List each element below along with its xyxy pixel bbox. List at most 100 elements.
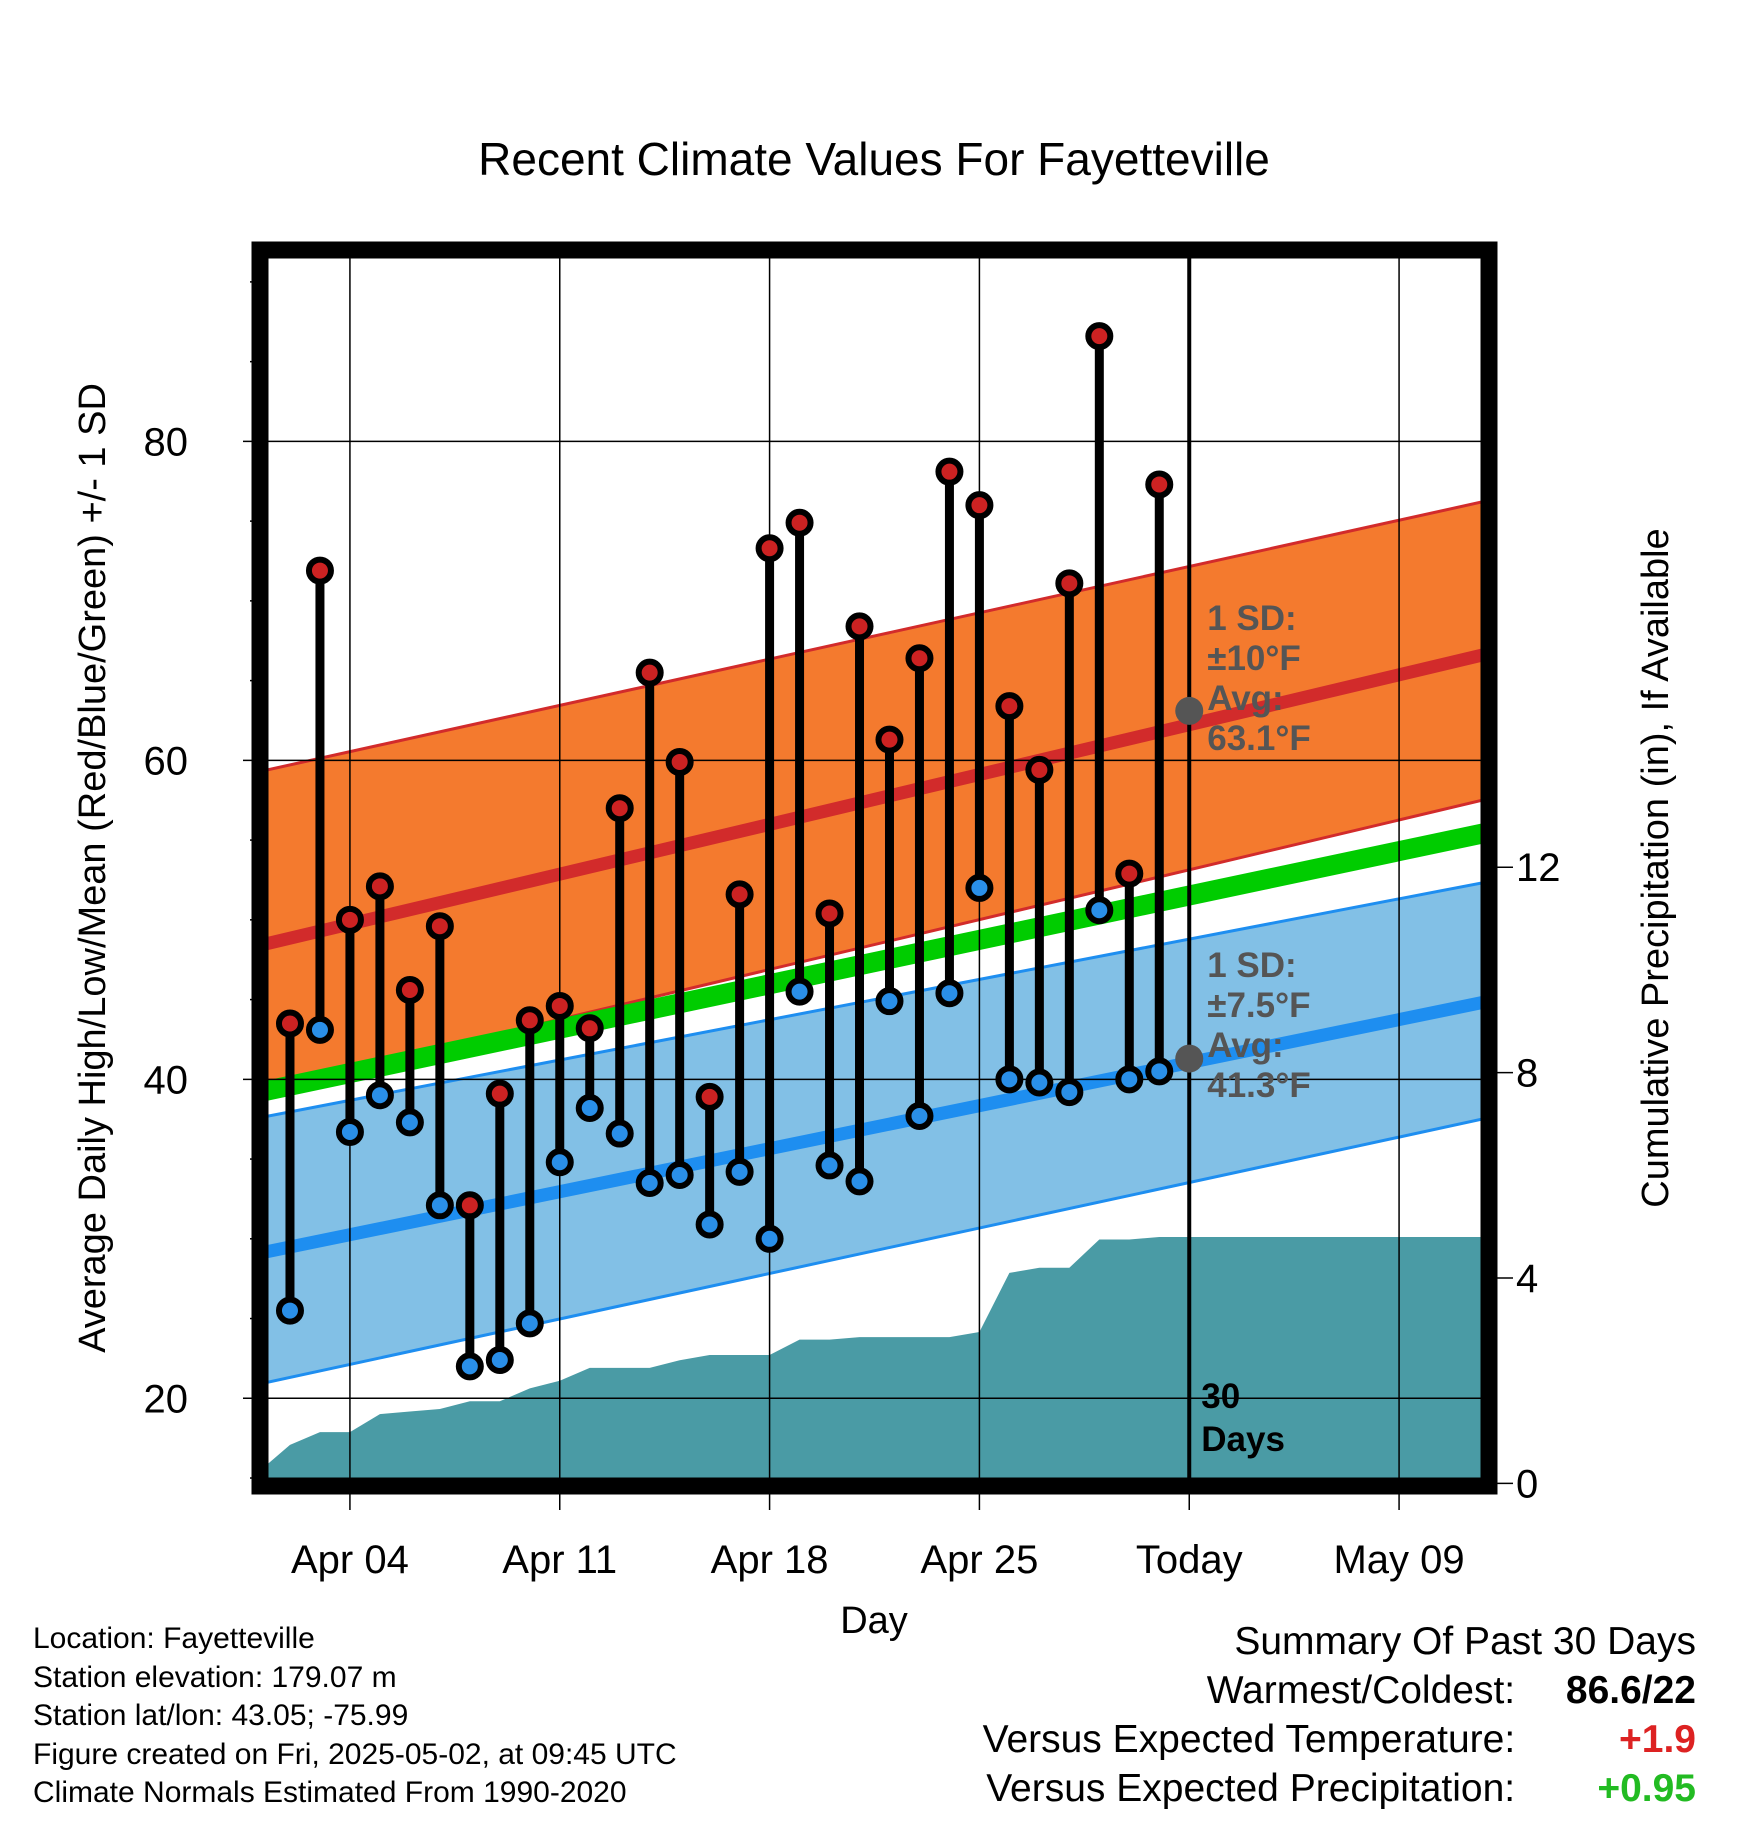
daily-high-point [905,644,934,673]
y2-tick-label: 12 [1516,846,1561,890]
daily-high-point [545,991,574,1020]
daily-low-point [455,1352,484,1381]
normal-mean-line [260,822,1489,1102]
low-annotation-line-1: 1 SD: [1207,946,1296,985]
daily-low-point [725,1157,754,1186]
daily-low-point [575,1094,604,1123]
warmest-label: Warmest/Coldest: [1206,1669,1516,1712]
daily-high-point [965,491,994,520]
summary-warmest-row: Warmest/Coldest: 86.6/22 [983,1669,1696,1718]
low-band-upper-edge [260,880,1489,1120]
y2-tick-label: 0 [1516,1462,1538,1506]
daily-high-point [275,1009,304,1038]
daily-high-point [455,1191,484,1220]
daily-high-point [425,912,454,941]
location-text: Location: Fayetteville [33,1622,315,1655]
normal-high-line [260,647,1489,952]
created-text: Figure created on Fri, 2025-05-02, at 09… [33,1737,677,1771]
y-tick-label: 80 [144,420,189,464]
daily-high-point [365,872,394,901]
daily-high-point [665,747,694,776]
daily-low-point [815,1151,844,1180]
y2-tick-label: 4 [1516,1257,1538,1301]
avg-high-marker [1175,696,1204,725]
y2-axis-label: Cumulative Precipitation (in), If Availa… [1635,528,1677,1207]
daily-low-point [485,1346,514,1375]
daily-low-point [965,873,994,902]
daily-high-point [635,658,664,687]
y2-tick-label: 8 [1516,1052,1538,1096]
daily-high-point [695,1082,724,1111]
daily-high-point [395,976,424,1005]
x-tick-label: Apr 04 [291,1538,409,1582]
daily-low-point [1025,1068,1054,1097]
daily-low-point [695,1210,724,1239]
low-annotation-line-3: Avg: [1207,1026,1283,1065]
temp-label: Versus Expected Temperature: [982,1718,1516,1761]
plot-frame [251,241,1498,1495]
daily-high-point [1085,322,1114,351]
x-tick-label: Apr 18 [711,1538,829,1582]
low-annotation-line-2: ±7.5°F [1207,986,1310,1025]
daily-high-point [725,880,754,909]
daily-high-point [305,556,334,585]
daily-high-point [815,899,844,928]
daily-low-point [665,1161,694,1190]
daily-high-point [995,692,1024,721]
elevation-text: Station elevation: 179.07 m [33,1660,397,1694]
high-annotation-line-2: ±10°F [1207,639,1301,678]
daily-low-point [785,977,814,1006]
daily-low-point [635,1168,664,1197]
summary-precip-row: Versus Expected Precipitation: +0.95 [983,1767,1696,1816]
daily-high-point [785,508,814,537]
daily-low-point [425,1191,454,1220]
daily-high-point [935,457,964,486]
daily-high-point [1145,470,1174,499]
days-label-text: Days [1201,1420,1285,1459]
daily-low-point [515,1309,544,1338]
x-axis-label: Day [840,1600,908,1642]
daily-low-point [905,1101,934,1130]
high-annotation-line-1: 1 SD: [1207,599,1296,638]
daily-low-point [935,979,964,1008]
summary-heading: Summary Of Past 30 Days [1234,1620,1696,1663]
daily-low-point [605,1119,634,1148]
precip-area [260,1236,1489,1486]
x-tick-label: May 09 [1333,1538,1464,1582]
daily-high-point [845,612,874,641]
y-tick-label: 60 [144,739,189,783]
daily-low-point [1055,1078,1084,1107]
daily-high-point [1025,755,1054,784]
normals-text: Climate Normals Estimated From 1990-2020 [33,1776,627,1809]
summary-panel: Summary Of Past 30 Days Warmest/Coldest:… [983,1620,1696,1816]
low-annotation-line-4: 41.3°F [1207,1066,1311,1105]
x-tick-label: Apr 25 [920,1538,1038,1582]
daily-high-point [335,905,364,934]
daily-low-point [1145,1057,1174,1086]
temp-value: +1.9 [1619,1718,1696,1761]
days-label-number: 30 [1201,1377,1240,1416]
daily-high-point [755,534,784,563]
y-tick-label: 20 [144,1377,189,1421]
y-tick-label: 40 [144,1058,189,1102]
x-tick-label: Today [1136,1538,1243,1582]
daily-low-point [755,1224,784,1253]
daily-low-point [1115,1065,1144,1094]
daily-high-point [875,725,904,754]
daily-low-point [545,1148,574,1177]
warmest-value: 86.6/22 [1565,1669,1696,1712]
latlon-text: Station lat/lon: 43.05; -75.99 [33,1699,409,1732]
daily-high-point [1055,569,1084,598]
daily-high-point [485,1079,514,1108]
daily-low-point [875,987,904,1016]
avg-low-marker [1175,1044,1204,1073]
daily-high-point [605,794,634,823]
low-band-lower-edge [260,1116,1489,1386]
precip-label: Versus Expected Precipitation: [986,1767,1516,1810]
daily-high-point [575,1014,604,1043]
high-band-upper-edge [260,498,1489,773]
daily-low-point [275,1296,304,1325]
daily-low-point [395,1108,424,1137]
daily-low-point [845,1167,874,1196]
